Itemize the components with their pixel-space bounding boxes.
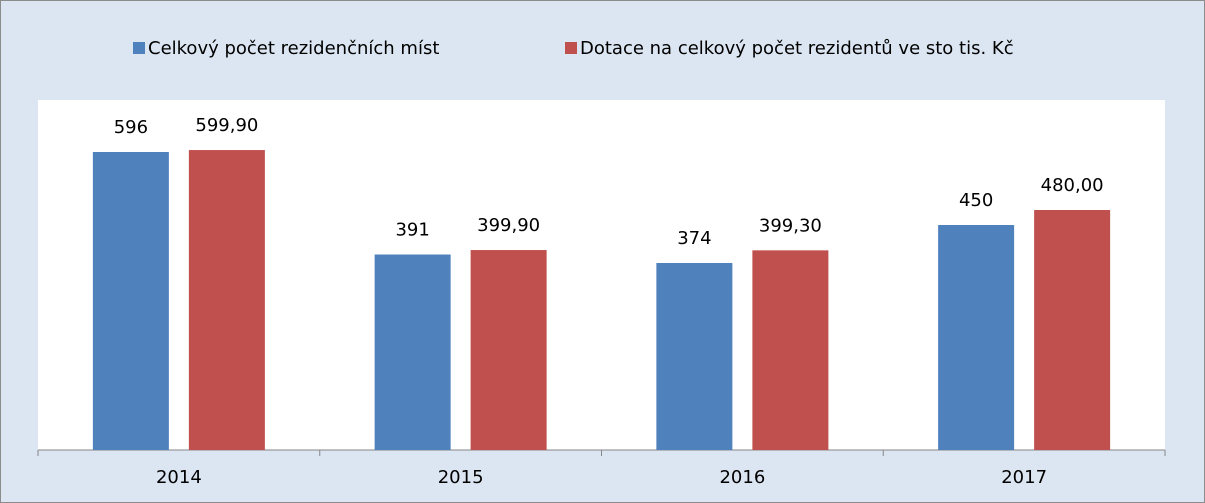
legend-swatch	[565, 42, 577, 54]
data-label: 450	[959, 190, 993, 211]
data-label: 374	[677, 228, 711, 249]
bar	[1034, 210, 1111, 450]
data-label: 599,90	[195, 115, 258, 136]
legend-swatch	[133, 42, 145, 54]
bar	[374, 254, 451, 450]
bar	[470, 250, 547, 450]
data-label: 596	[114, 117, 148, 138]
data-label: 391	[395, 220, 429, 241]
bar	[92, 152, 169, 450]
data-label: 399,30	[759, 215, 822, 236]
x-tick-label: 2017	[1001, 467, 1047, 488]
bar	[752, 250, 829, 450]
x-tick-label: 2014	[156, 467, 202, 488]
bar	[656, 263, 733, 450]
data-label: 480,00	[1041, 175, 1104, 196]
bar	[938, 225, 1015, 450]
legend-label: Celkový počet rezidenčních míst	[148, 38, 439, 59]
legend-label: Dotace na celkový počet rezidentů ve sto…	[580, 38, 1014, 59]
bar	[188, 150, 265, 451]
x-tick-label: 2016	[719, 467, 765, 488]
data-label: 399,90	[477, 215, 540, 236]
x-tick-label: 2015	[438, 467, 484, 488]
